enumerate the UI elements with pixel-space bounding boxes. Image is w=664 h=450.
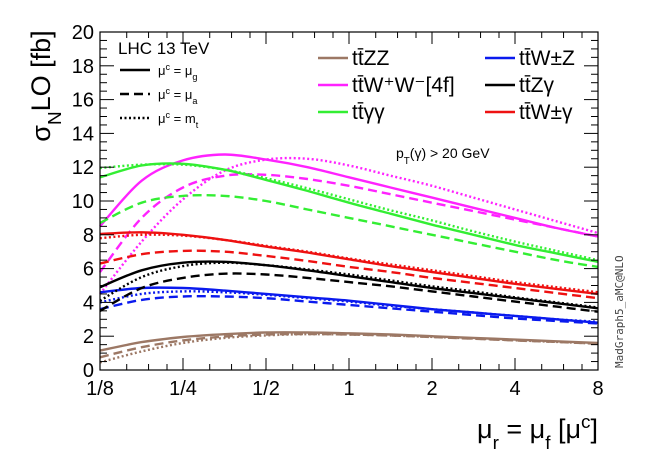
- x-tick-label: 1/4: [169, 378, 197, 400]
- x-tick-label: 2: [426, 378, 437, 400]
- process-legend-label: tt̄γγ: [352, 101, 385, 124]
- y-tick-label: 12: [72, 157, 94, 179]
- y-tick-label: 8: [83, 225, 94, 247]
- series-line-1-dotted: [99, 156, 599, 295]
- series-line-5-solid: [99, 231, 599, 296]
- y-tick-label: 6: [83, 259, 94, 281]
- y-tick-label: 10: [72, 191, 94, 213]
- series-line-0-dashed: [99, 332, 599, 359]
- process-legend-label: tt̄ZZ: [352, 47, 389, 70]
- y-tick-label: 2: [83, 326, 94, 348]
- x-tick-label: 8: [592, 378, 603, 400]
- x-tick-label: 1/8: [86, 378, 114, 400]
- x-tick-label: 1/2: [252, 378, 280, 400]
- pt-cut-annotation: pT(γ) > 20 GeV: [396, 145, 490, 167]
- series-line-2-solid: [99, 162, 599, 263]
- process-legend-label: tt̄W±γ: [519, 101, 573, 124]
- series-line-2-dotted: [99, 162, 599, 262]
- scale-legend-label: μc = mt: [158, 110, 199, 130]
- series-line-0-solid: [99, 331, 599, 352]
- scale-legend-label: μc = μa: [158, 86, 198, 106]
- x-axis-title: μr = μf [μc]: [477, 412, 598, 450]
- y-tick-label: 18: [72, 56, 94, 78]
- series-line-4-dotted: [99, 261, 599, 309]
- series-line-3-dashed: [99, 294, 599, 325]
- process-legend-label: tt̄W±Z: [519, 47, 575, 70]
- scale-legend: μc = μg μc = μa μc = mt: [120, 62, 199, 130]
- series-line-4-solid: [99, 260, 599, 310]
- process-legend: tt̄ZZ tt̄W⁺W⁻[4f] tt̄γγ tt̄W±Z tt̄Zγ tt̄W±γ: [318, 47, 575, 124]
- series-line-1-dashed: [99, 173, 599, 273]
- process-legend-label: tt̄W⁺W⁻[4f]: [352, 74, 455, 97]
- series-line-4-dashed: [99, 272, 599, 313]
- y-tick-label: 16: [72, 90, 94, 112]
- header-label: LHC 13 TeV: [118, 39, 210, 58]
- generator-label: MadGraph5_aMC@NLO: [613, 255, 626, 368]
- series-line-3-solid: [99, 286, 599, 324]
- y-tick-label: 0: [83, 360, 94, 382]
- y-axis-title: σNLO [fb]: [26, 30, 66, 141]
- y-tick-label: 20: [72, 22, 94, 44]
- process-legend-label: tt̄Zγ: [519, 74, 554, 97]
- y-tick-label: 4: [83, 292, 94, 314]
- curve-layer: [99, 153, 599, 364]
- scale-legend-label: μc = μg: [158, 62, 197, 82]
- tick-layer: [99, 31, 599, 371]
- series-line-2-dashed: [99, 193, 599, 269]
- x-tick-label: 1: [343, 378, 354, 400]
- x-tick-label: 4: [509, 378, 520, 400]
- series-line-1-solid: [99, 153, 599, 238]
- series-line-5-dashed: [99, 249, 599, 300]
- y-tick-label: 14: [72, 123, 94, 145]
